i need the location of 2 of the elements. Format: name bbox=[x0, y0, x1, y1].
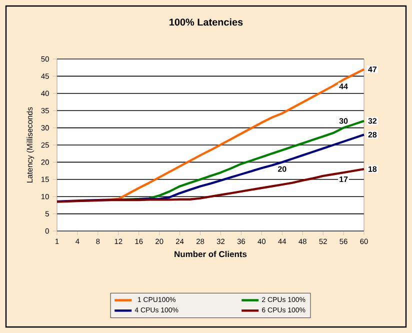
chart-title: 100% Latencies bbox=[170, 18, 243, 26]
x-axis-title: Number of Clients bbox=[174, 250, 247, 258]
